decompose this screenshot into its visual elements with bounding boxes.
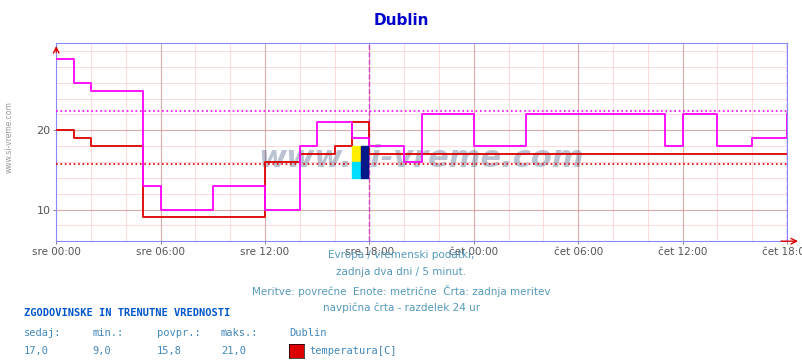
Text: sedaj:: sedaj: bbox=[24, 328, 62, 338]
Text: Meritve: povrečne  Enote: metrične  Črta: zadnja meritev: Meritve: povrečne Enote: metrične Črta: … bbox=[252, 285, 550, 297]
Bar bbox=[351, 162, 360, 178]
Bar bbox=[360, 146, 367, 178]
Text: www.si-vreme.com: www.si-vreme.com bbox=[258, 144, 584, 172]
Text: www.si-vreme.com: www.si-vreme.com bbox=[5, 101, 14, 173]
Text: povpr.:: povpr.: bbox=[156, 328, 200, 338]
Text: maks.:: maks.: bbox=[221, 328, 258, 338]
Text: temperatura[C]: temperatura[C] bbox=[309, 346, 396, 356]
Bar bbox=[351, 146, 360, 162]
Text: min.:: min.: bbox=[92, 328, 124, 338]
Text: Dublin: Dublin bbox=[373, 13, 429, 28]
Text: zadnja dva dni / 5 minut.: zadnja dva dni / 5 minut. bbox=[336, 267, 466, 278]
Text: 21,0: 21,0 bbox=[221, 346, 245, 356]
Text: 9,0: 9,0 bbox=[92, 346, 111, 356]
Text: 15,8: 15,8 bbox=[156, 346, 181, 356]
Text: navpična črta - razdelek 24 ur: navpična črta - razdelek 24 ur bbox=[322, 302, 480, 312]
Text: 17,0: 17,0 bbox=[24, 346, 49, 356]
Text: Evropa / vremenski podatki,: Evropa / vremenski podatki, bbox=[328, 250, 474, 260]
Text: ZGODOVINSKE IN TRENUTNE VREDNOSTI: ZGODOVINSKE IN TRENUTNE VREDNOSTI bbox=[24, 308, 230, 318]
Text: Dublin: Dublin bbox=[289, 328, 326, 338]
